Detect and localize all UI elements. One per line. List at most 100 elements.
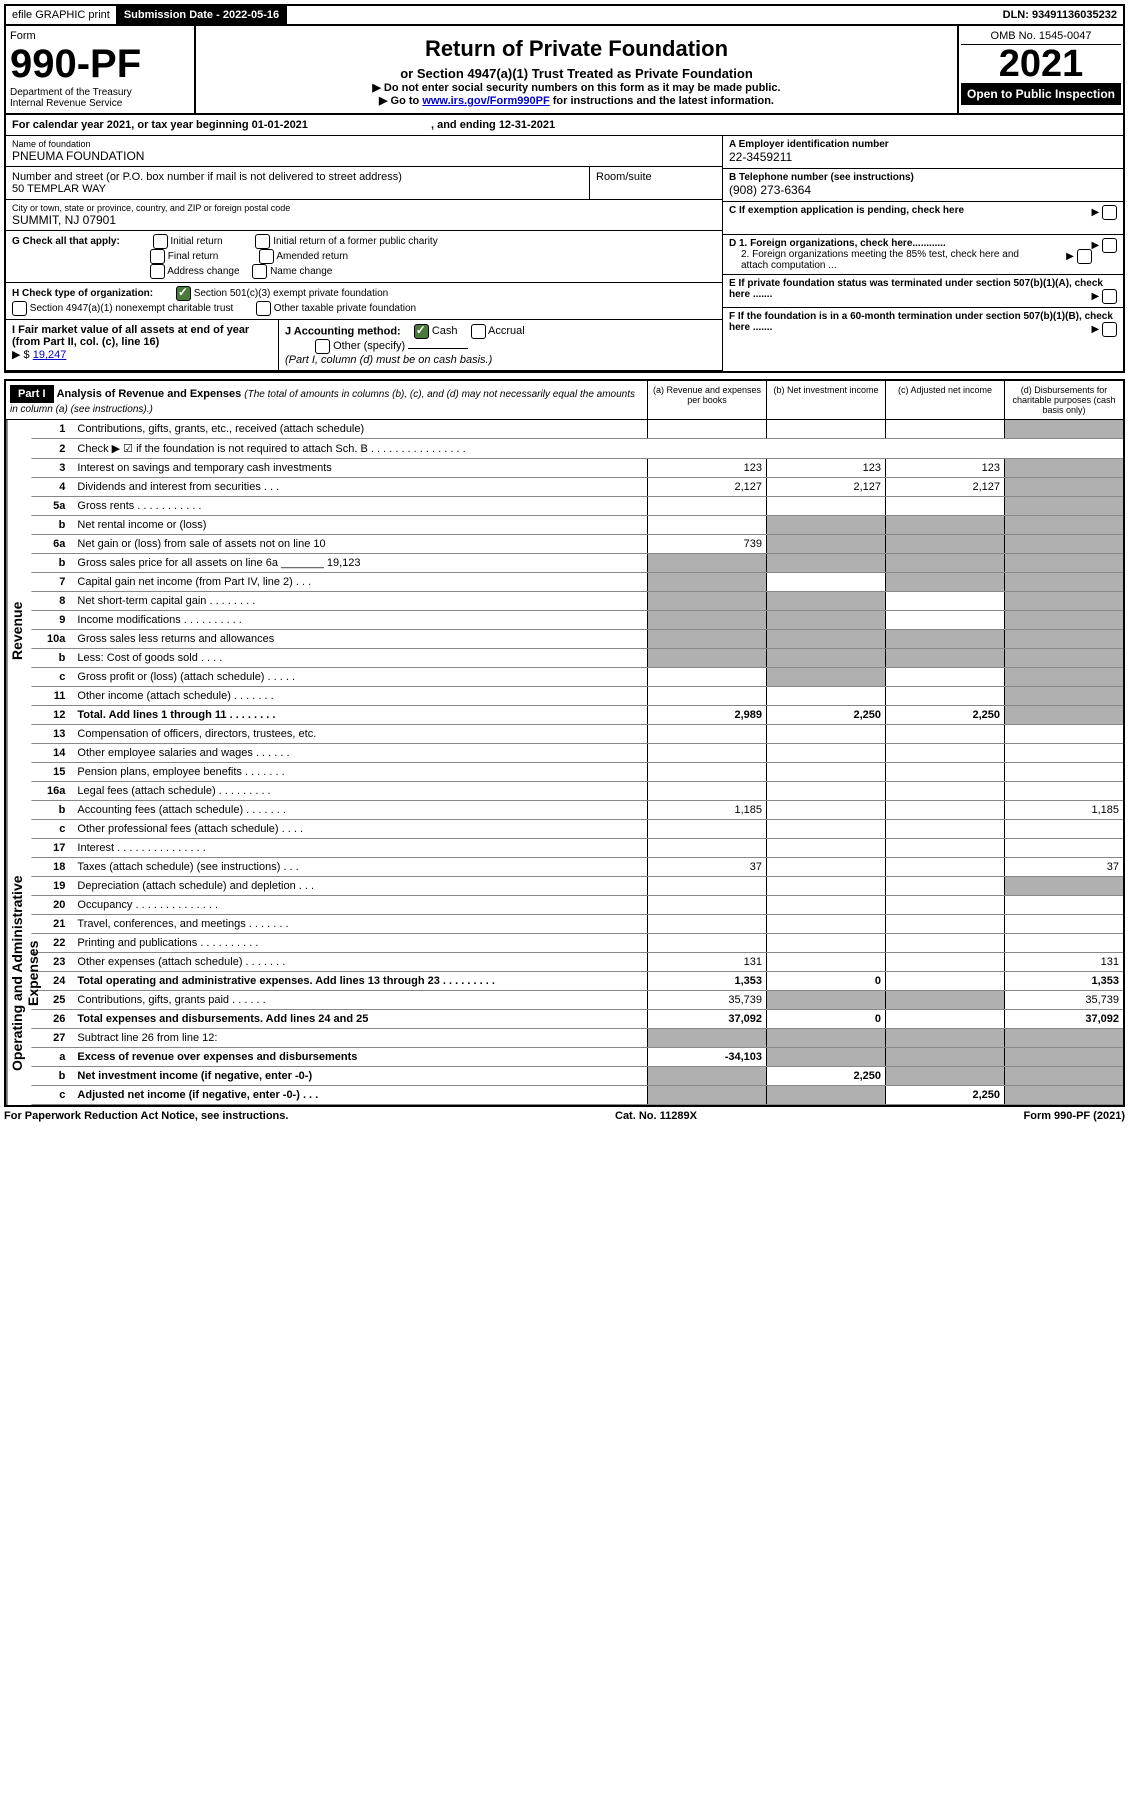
fmv-value[interactable]: 19,247: [33, 349, 67, 361]
amt-col-b: [767, 1086, 886, 1105]
j-label: J Accounting method:: [285, 325, 401, 337]
line-row: 16aLegal fees (attach schedule) . . . . …: [31, 782, 1123, 801]
top-bar: efile GRAPHIC print Submission Date - 20…: [4, 4, 1125, 26]
line-row: bGross sales price for all assets on lin…: [31, 554, 1123, 573]
amt-col-c: [886, 554, 1005, 573]
amt-col-a: [648, 573, 767, 592]
line-number: c: [31, 668, 73, 687]
cb-501c3[interactable]: [176, 286, 191, 301]
cb-initial-return[interactable]: [153, 234, 168, 249]
amt-col-b: [767, 782, 886, 801]
line-desc: Gross sales less returns and allowances: [73, 630, 647, 649]
opt-501c3: Section 501(c)(3) exempt private foundat…: [194, 288, 389, 299]
amt-col-c: [886, 630, 1005, 649]
line-desc: Other employee salaries and wages . . . …: [73, 744, 647, 763]
amt-col-c: [886, 1067, 1005, 1086]
line-desc: Dividends and interest from securities .…: [73, 478, 647, 497]
cb-d2[interactable]: [1077, 249, 1092, 264]
amt-col-a: [648, 649, 767, 668]
amt-col-d: [1005, 573, 1124, 592]
cb-name-change[interactable]: [252, 264, 267, 279]
entity-info: Name of foundation PNEUMA FOUNDATION Num…: [6, 136, 1123, 371]
amt-col-a: 1,353: [648, 972, 767, 991]
amt-col-c: [886, 592, 1005, 611]
amt-col-c: [886, 497, 1005, 516]
irs-link[interactable]: www.irs.gov/Form990PF: [422, 95, 549, 107]
amt-col-c: 123: [886, 459, 1005, 478]
line-row: 25Contributions, gifts, grants paid . . …: [31, 991, 1123, 1010]
opt-other: Other taxable private foundation: [274, 303, 416, 314]
cb-address-change[interactable]: [150, 264, 165, 279]
amt-col-a: [648, 497, 767, 516]
line-row: 26Total expenses and disbursements. Add …: [31, 1010, 1123, 1029]
amt-col-a: [648, 839, 767, 858]
line-row: 11Other income (attach schedule) . . . .…: [31, 687, 1123, 706]
amt-col-c: [886, 649, 1005, 668]
city-label: City or town, state or province, country…: [12, 203, 716, 213]
line-row: 21Travel, conferences, and meetings . . …: [31, 915, 1123, 934]
amt-col-c: [886, 420, 1005, 439]
line-number: 6a: [31, 535, 73, 554]
amt-col-c: [886, 972, 1005, 991]
amt-col-c: [886, 1048, 1005, 1067]
amt-col-a: [648, 420, 767, 439]
line-number: b: [31, 801, 73, 820]
line-number: 16a: [31, 782, 73, 801]
amt-col-c: [886, 877, 1005, 896]
line-row: bNet rental income or (loss): [31, 516, 1123, 535]
dept: Department of the Treasury: [10, 87, 190, 98]
amt-col-b: [767, 744, 886, 763]
line-desc: Depreciation (attach schedule) and deple…: [73, 877, 647, 896]
form-subtitle: or Section 4947(a)(1) Trust Treated as P…: [202, 66, 951, 81]
line-desc: Interest . . . . . . . . . . . . . . .: [73, 839, 647, 858]
amt-col-c: [886, 611, 1005, 630]
cb-amended[interactable]: [259, 249, 274, 264]
line-number: b: [31, 554, 73, 573]
opt-name: Name change: [270, 266, 332, 277]
amt-col-a: 123: [648, 459, 767, 478]
cb-e[interactable]: [1102, 289, 1117, 304]
amt-col-a: [648, 592, 767, 611]
amt-col-b: [767, 516, 886, 535]
amt-col-b: [767, 497, 886, 516]
cb-4947[interactable]: [12, 301, 27, 316]
line-desc: Capital gain net income (from Part IV, l…: [73, 573, 647, 592]
line-row: 18Taxes (attach schedule) (see instructi…: [31, 858, 1123, 877]
line-desc: Subtract line 26 from line 12:: [73, 1029, 647, 1048]
line-number: 20: [31, 896, 73, 915]
cb-f[interactable]: [1102, 322, 1117, 337]
amt-col-c: [886, 934, 1005, 953]
line-row: 22Printing and publications . . . . . . …: [31, 934, 1123, 953]
amt-col-b: [767, 725, 886, 744]
tel-label: B Telephone number (see instructions): [729, 172, 914, 183]
cb-cash[interactable]: [414, 324, 429, 339]
amt-col-c: [886, 896, 1005, 915]
line-number: 3: [31, 459, 73, 478]
amt-col-a: [648, 896, 767, 915]
cb-c[interactable]: [1102, 205, 1117, 220]
amt-col-a: 2,127: [648, 478, 767, 497]
cb-initial-public[interactable]: [255, 234, 270, 249]
cb-other-taxable[interactable]: [256, 301, 271, 316]
cb-other-method[interactable]: [315, 339, 330, 354]
line-row: bNet investment income (if negative, ent…: [31, 1067, 1123, 1086]
cb-final-return[interactable]: [150, 249, 165, 264]
line-desc: Other income (attach schedule) . . . . .…: [73, 687, 647, 706]
addr-label: Number and street (or P.O. box number if…: [12, 171, 583, 183]
line-number: 8: [31, 592, 73, 611]
amt-col-a: 37,092: [648, 1010, 767, 1029]
cb-accrual[interactable]: [471, 324, 486, 339]
opt-addr: Address change: [167, 266, 239, 277]
cb-d1[interactable]: [1102, 238, 1117, 253]
amt-col-a: [648, 763, 767, 782]
opt-4947: Section 4947(a)(1) nonexempt charitable …: [30, 303, 233, 314]
line-number: b: [31, 649, 73, 668]
amt-col-d: [1005, 1029, 1124, 1048]
part1-title: Analysis of Revenue and Expenses: [57, 388, 242, 400]
amt-col-a: [648, 915, 767, 934]
amt-col-b: [767, 1048, 886, 1067]
col-a-head: (a) Revenue and expenses per books: [647, 381, 766, 419]
amt-col-c: [886, 858, 1005, 877]
line-desc: Printing and publications . . . . . . . …: [73, 934, 647, 953]
amt-col-b: [767, 858, 886, 877]
